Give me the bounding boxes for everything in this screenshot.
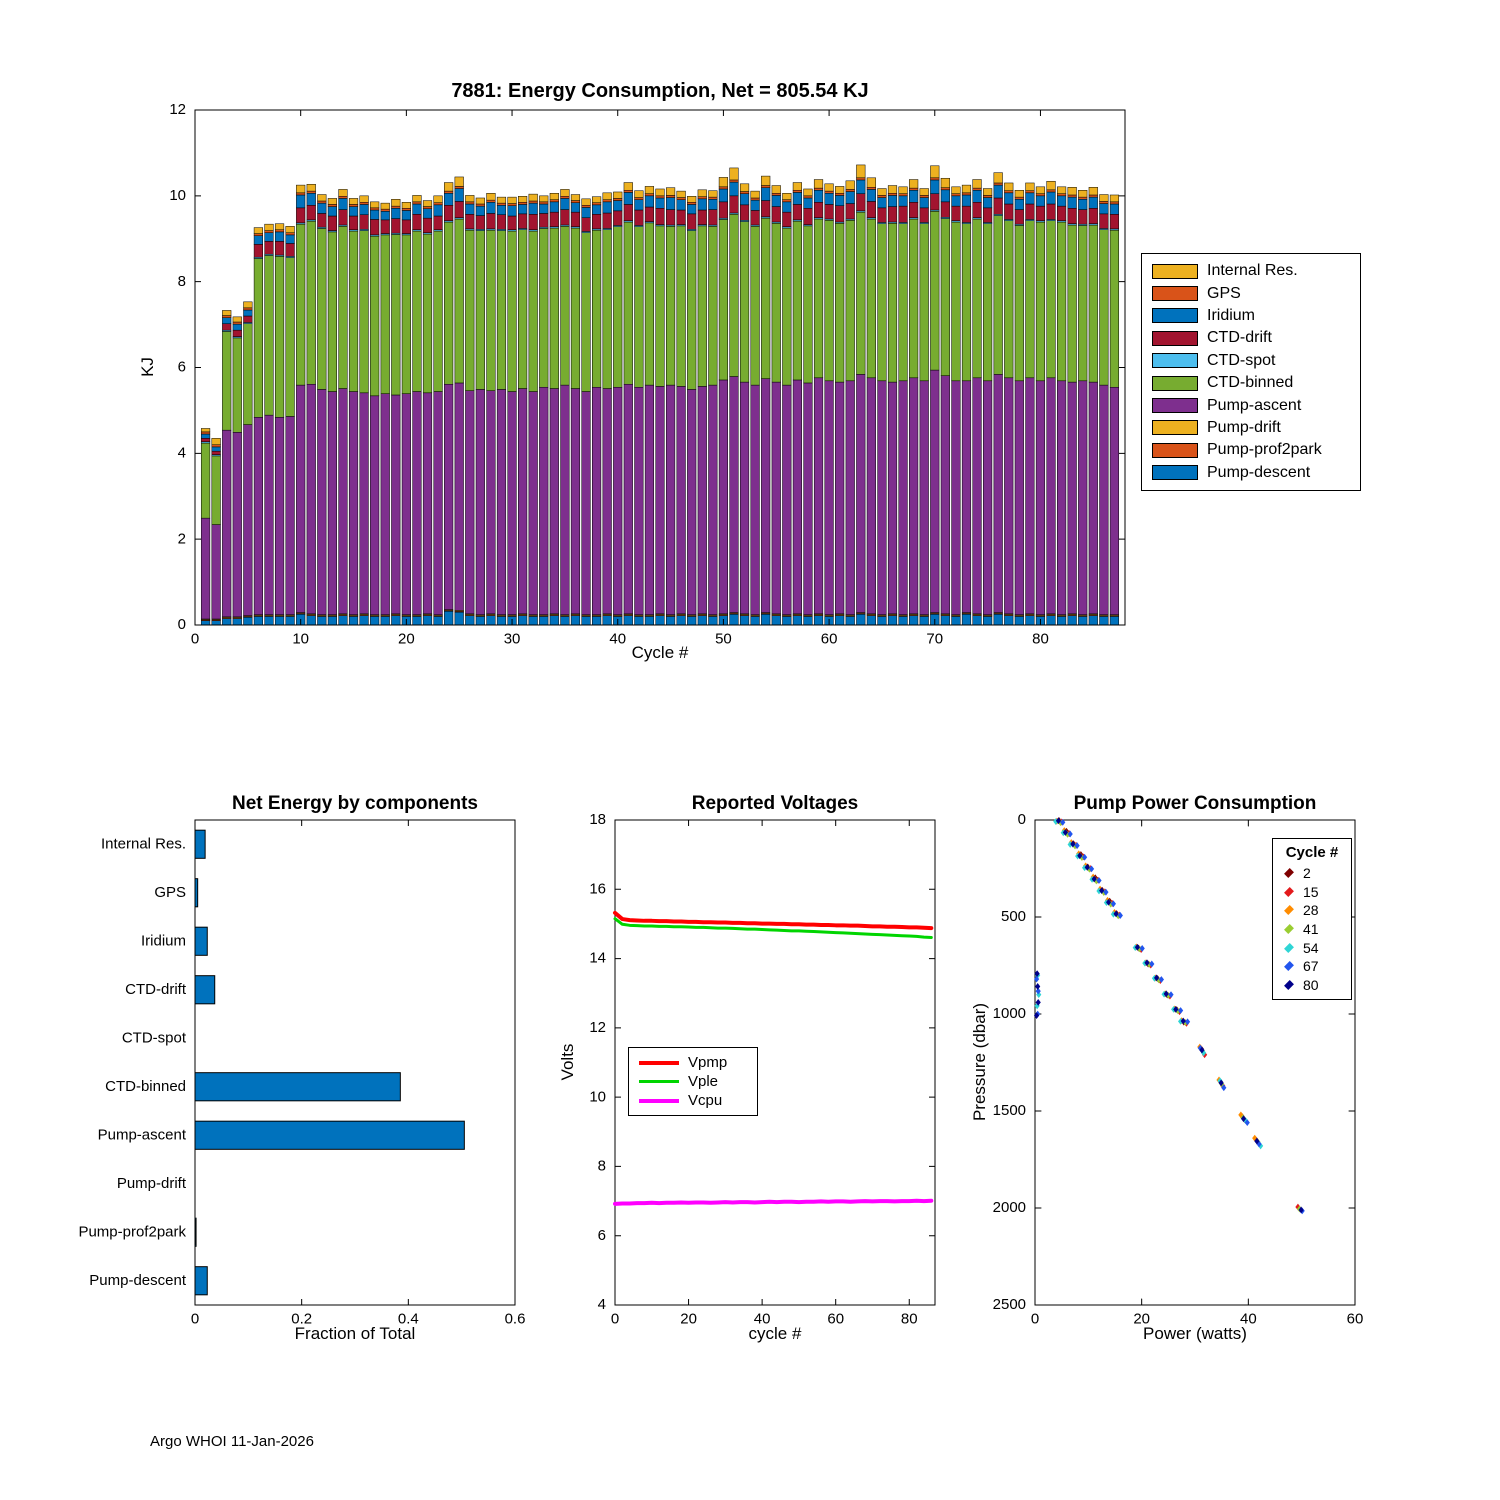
legend-label-pump-drift: Pump-drift bbox=[1207, 418, 1281, 436]
legend-swatch-ctd-binned bbox=[1152, 375, 1198, 391]
pump-power-legend-title: Cycle # bbox=[1285, 844, 1339, 861]
legend-label-pump-descent: Pump-descent bbox=[1207, 463, 1311, 481]
legend-item-gps: GPS bbox=[1142, 282, 1360, 304]
legend-label-pump-prof2park: Pump-prof2park bbox=[1207, 441, 1322, 459]
legend-swatch-pump-descent bbox=[1152, 465, 1198, 481]
pump-power-chart-title: Pump Power Consumption bbox=[1073, 793, 1317, 814]
legend-item-ctd-drift: CTD-drift bbox=[1142, 327, 1360, 349]
legend-item-cycle-28: 28 bbox=[1273, 901, 1351, 920]
legend-swatch-internal-res bbox=[1152, 263, 1198, 279]
legend-diamond-cycle-80 bbox=[1284, 979, 1294, 990]
energy-chart-title: 7881: Energy Consumption, Net = 805.54 K… bbox=[451, 80, 869, 102]
legend-label-cycle-54: 54 bbox=[1303, 939, 1319, 956]
legend-item-cycle-2: 2 bbox=[1273, 864, 1351, 883]
legend-item-pump-drift: Pump-drift bbox=[1142, 417, 1360, 439]
pump-power-legend: Cycle # 2 15 28 41 54 67 80 bbox=[1272, 838, 1352, 1001]
legend-item-iridium: Iridium bbox=[1142, 305, 1360, 327]
legend-item-cycle-80: 80 bbox=[1273, 976, 1351, 995]
legend-item-cycle-15: 15 bbox=[1273, 883, 1351, 902]
legend-label-ctd-binned: CTD-binned bbox=[1207, 374, 1294, 392]
legend-swatch-pump-prof2park bbox=[1152, 442, 1198, 458]
legend-diamond-cycle-28 bbox=[1284, 905, 1294, 916]
legend-swatch-pump-ascent bbox=[1152, 398, 1198, 414]
energy-x-axis-label: Cycle # bbox=[631, 643, 689, 662]
legend-swatch-pump-drift bbox=[1152, 420, 1198, 436]
legend-item-vcpu: Vcpu bbox=[629, 1091, 757, 1110]
legend-swatch-ctd-drift bbox=[1152, 330, 1198, 346]
legend-label-ctd-spot: CTD-spot bbox=[1207, 351, 1276, 369]
pump-power-x-axis-label: Power (watts) bbox=[1143, 1324, 1247, 1343]
legend-diamond-cycle-54 bbox=[1284, 942, 1294, 953]
legend-diamond-cycle-2 bbox=[1284, 868, 1294, 879]
legend-swatch-gps bbox=[1152, 286, 1198, 302]
legend-item-pump-ascent: Pump-ascent bbox=[1142, 394, 1360, 416]
legend-item-pump-prof2park: Pump-prof2park bbox=[1142, 439, 1360, 461]
legend-item-pump-descent: Pump-descent bbox=[1142, 462, 1360, 484]
voltages-legend: Vpmp Vple Vcpu bbox=[628, 1047, 758, 1116]
legend-item-ctd-binned: CTD-binned bbox=[1142, 372, 1360, 394]
energy-y-axis-label: KJ bbox=[138, 357, 157, 377]
legend-item-cycle-54: 54 bbox=[1273, 938, 1351, 957]
legend-line-vple bbox=[639, 1080, 679, 1083]
legend-label-cycle-28: 28 bbox=[1303, 902, 1319, 919]
legend-item-internal-res: Internal Res. bbox=[1142, 260, 1360, 282]
legend-label-cycle-67: 67 bbox=[1303, 958, 1319, 975]
legend-line-vpmp bbox=[639, 1060, 679, 1065]
legend-label-cycle-80: 80 bbox=[1303, 976, 1319, 993]
net-energy-chart-title: Net Energy by components bbox=[232, 793, 478, 814]
legend-label-gps: GPS bbox=[1207, 284, 1241, 302]
legend-item-cycle-67: 67 bbox=[1273, 957, 1351, 976]
legend-swatch-iridium bbox=[1152, 308, 1198, 324]
legend-item-ctd-spot: CTD-spot bbox=[1142, 350, 1360, 372]
legend-label-pump-ascent: Pump-ascent bbox=[1207, 396, 1302, 414]
figure-footer-text: Argo WHOI 11-Jan-2026 bbox=[150, 1433, 314, 1450]
legend-label-internal-res: Internal Res. bbox=[1207, 262, 1298, 280]
legend-item-vple: Vple bbox=[629, 1072, 757, 1091]
legend-item-cycle-41: 41 bbox=[1273, 920, 1351, 939]
legend-label-vple: Vple bbox=[688, 1073, 719, 1090]
energy-legend: Internal Res. GPS Iridium CTD-drift CTD-spot… bbox=[1141, 253, 1361, 491]
legend-line-vcpu bbox=[639, 1098, 679, 1103]
legend-label-ctd-drift: CTD-drift bbox=[1207, 329, 1272, 347]
legend-label-cycle-15: 15 bbox=[1303, 883, 1319, 900]
pump-power-y-axis-label: Pressure (dbar) bbox=[970, 1002, 989, 1122]
legend-label-vpmp: Vpmp bbox=[688, 1054, 728, 1071]
legend-diamond-cycle-41 bbox=[1284, 924, 1294, 935]
legend-item-vpmp: Vpmp bbox=[629, 1053, 757, 1072]
legend-swatch-ctd-spot bbox=[1152, 353, 1198, 369]
voltages-x-axis-label: cycle # bbox=[748, 1324, 802, 1343]
legend-diamond-cycle-15 bbox=[1284, 886, 1294, 897]
legend-label-cycle-2: 2 bbox=[1303, 865, 1311, 882]
legend-label-cycle-41: 41 bbox=[1303, 921, 1319, 938]
voltages-y-axis-label: Volts bbox=[558, 1043, 577, 1081]
legend-label-iridium: Iridium bbox=[1207, 306, 1256, 324]
voltages-chart-title: Reported Voltages bbox=[691, 793, 859, 814]
legend-diamond-cycle-67 bbox=[1284, 961, 1294, 972]
net-energy-x-axis-label: Fraction of Total bbox=[294, 1324, 416, 1343]
legend-label-vcpu: Vcpu bbox=[688, 1092, 723, 1109]
